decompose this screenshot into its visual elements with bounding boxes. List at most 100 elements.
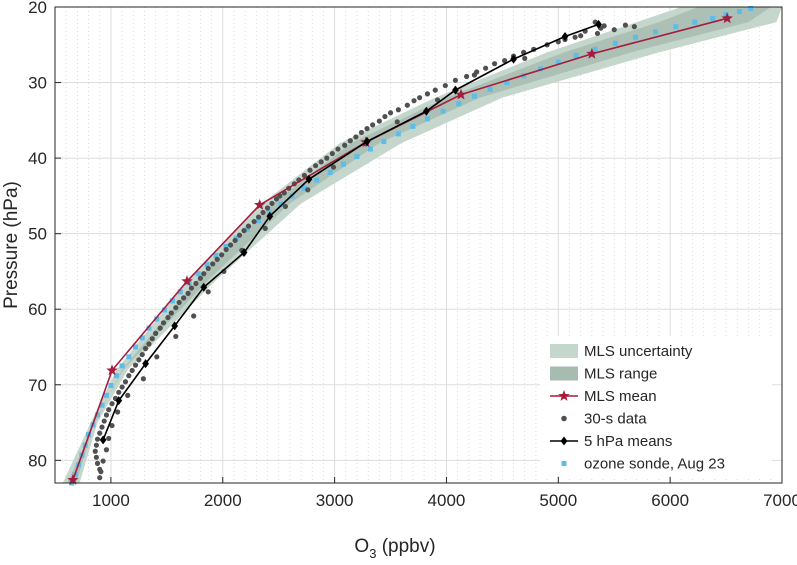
sonde-point: [108, 383, 114, 389]
means-5hpa-marker: [510, 54, 517, 64]
means-5hpa-marker: [266, 211, 274, 221]
legend-swatch: [550, 344, 578, 358]
data-30s-point: [572, 34, 578, 40]
data-30s-point: [219, 252, 225, 258]
data-30s-point: [335, 146, 341, 152]
data-30s-point: [491, 61, 498, 67]
sonde-point: [103, 392, 109, 398]
data-30s-point: [241, 228, 247, 234]
data-30s-point: [522, 55, 528, 61]
data-30s-point: [342, 142, 348, 148]
sonde-point: [95, 412, 101, 418]
sonde-point: [244, 226, 250, 232]
sonde-point: [410, 123, 416, 129]
data-30s-point: [106, 435, 112, 442]
data-30s-point: [262, 225, 268, 231]
sonde-point: [354, 154, 360, 160]
mls-mean-marker: [181, 275, 193, 287]
legend: MLS uncertainty MLS range MLS mean 30-s dat…: [540, 336, 772, 476]
y-tick-label: 20: [28, 0, 47, 17]
data-30s-point: [376, 118, 382, 124]
means-5hpa-line: [102, 23, 599, 441]
sonde-point: [736, 9, 742, 15]
data-30s-point: [168, 310, 174, 316]
legend-label: MLS uncertainty: [584, 343, 693, 360]
data-30s-point: [160, 320, 167, 326]
data-30s-point: [140, 376, 146, 382]
mls-mean-marker: [586, 47, 598, 59]
data-30s-point: [176, 299, 182, 306]
data-30s-point: [611, 27, 617, 33]
sonde-point: [723, 12, 729, 18]
mls-mean-marker: [455, 88, 467, 100]
sonde-point: [573, 52, 579, 58]
data-30s-point: [395, 107, 401, 113]
data-30s-point: [330, 164, 337, 170]
means-5hpa-marker: [561, 31, 569, 41]
sonde-point: [327, 169, 333, 175]
data-30s-point: [193, 280, 199, 287]
data-30s-point: [109, 401, 115, 407]
sonde-point: [169, 298, 175, 304]
sonde-point: [555, 59, 561, 65]
data-30s-point: [173, 333, 179, 340]
sonde-point: [204, 262, 210, 268]
legend-label: MLS mean: [584, 388, 657, 405]
data-30s-point: [97, 430, 103, 436]
means-5hpa-marker: [171, 321, 179, 331]
sonde-point: [301, 185, 307, 191]
data-30s-point: [502, 58, 508, 64]
sonde-point: [504, 80, 510, 86]
data-30s-point: [404, 102, 410, 108]
sonde-point: [314, 177, 320, 183]
data-30s-point: [142, 345, 149, 352]
sonde-point: [653, 29, 659, 35]
data-30s-point: [227, 242, 234, 248]
data-30s-point: [173, 305, 179, 311]
data-30s-point: [411, 98, 417, 104]
means-5hpa-marker: [363, 136, 371, 146]
legend-label: MLS range: [584, 366, 657, 383]
data-30s-point: [185, 290, 191, 296]
data-30s-point: [201, 271, 207, 277]
y-tick-label: 30: [28, 74, 47, 93]
sonde-point: [456, 101, 462, 107]
data-30s-point: [452, 77, 459, 83]
data-30s-point: [442, 82, 448, 89]
legend-marker: [558, 390, 570, 401]
data-30s-point: [103, 412, 110, 418]
means-5hpa-marker: [142, 359, 149, 369]
sonde-point: [278, 201, 284, 207]
data-30s-point: [93, 442, 99, 448]
sonde-point: [381, 138, 387, 144]
sonde-point: [592, 46, 598, 52]
y-axis-ticks: 20 30 40 50 60 70 80: [28, 0, 61, 470]
data-30s-point: [394, 119, 400, 125]
data-30s-point: [132, 362, 139, 368]
data-30s-point: [347, 138, 353, 144]
data-30s-point: [181, 295, 187, 301]
data-30s-point: [282, 203, 289, 210]
mls-mean-marker: [721, 12, 733, 24]
legend-label: 30-s data: [584, 411, 647, 428]
data-30s-point: [92, 448, 98, 454]
x-tick-label: 3000: [316, 491, 354, 510]
data-30s-point: [115, 409, 121, 415]
x-axis-label-subscript: 3: [369, 546, 376, 561]
data-30s-point: [364, 126, 370, 132]
x-axis-label: O3 (ppbv): [354, 536, 435, 561]
data-30s-point: [251, 218, 257, 225]
legend-label: 5 hPa means: [584, 433, 672, 450]
x-tick-label: 6000: [651, 491, 689, 510]
sonde-point: [395, 131, 401, 137]
data-30s-point: [157, 325, 163, 331]
data-30s-point: [264, 205, 271, 211]
data-30s-point: [197, 275, 203, 281]
data-30s-point: [125, 392, 131, 398]
data-30s-point: [471, 72, 478, 78]
x-axis-ticks: 1000 2000 3000 4000 5000 6000 7000: [92, 477, 797, 510]
sonde-point: [537, 66, 543, 72]
mls-mean-line: [72, 17, 728, 481]
sonde-point: [139, 335, 145, 341]
